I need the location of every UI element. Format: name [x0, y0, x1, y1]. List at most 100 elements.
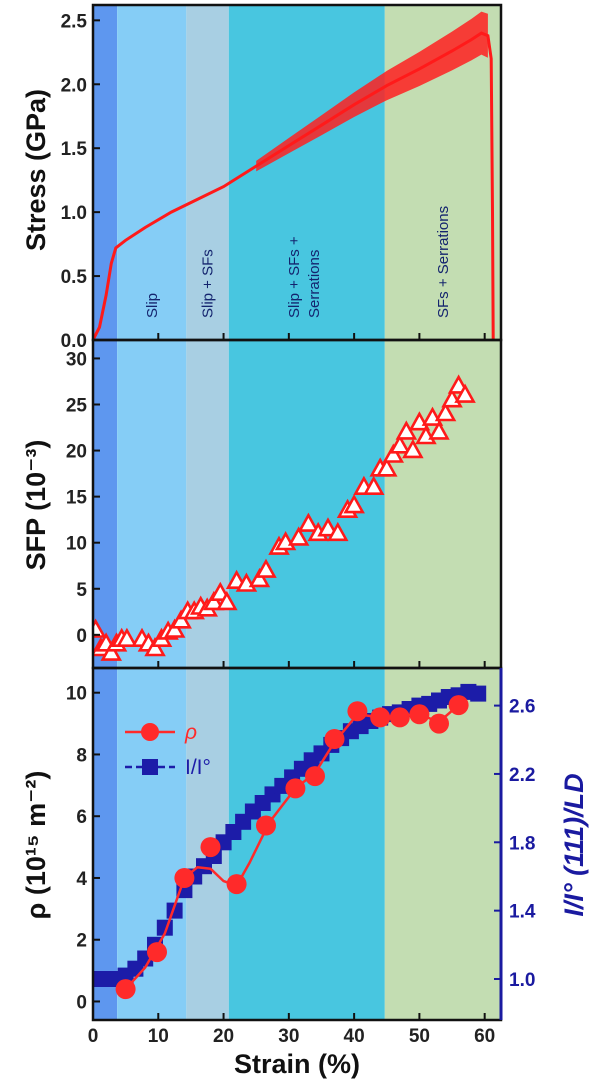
y-tick-label: 30 — [66, 349, 87, 370]
y2-tick-label: 1.0 — [509, 970, 535, 991]
sfp-point — [362, 475, 385, 496]
band-initial-0 — [93, 5, 118, 340]
rho-plot — [93, 683, 487, 1000]
sfp-point — [163, 618, 186, 638]
panel-frames — [91, 3, 503, 1022]
sfp-point — [454, 383, 476, 403]
y-tick-label: 20 — [66, 442, 87, 463]
y-tick-label: 4 — [76, 869, 87, 890]
region-backgrounds: Slip Slip + SFs Slip + SFs + Serrations SFs … — [93, 5, 501, 1020]
rho-point — [200, 837, 221, 858]
sfp-y-axis-label: SFP (10⁻³) — [21, 440, 51, 571]
region-label-2: Slip + SFs + — [286, 236, 303, 318]
sfp-point — [389, 434, 411, 454]
band-region-1-0 — [117, 340, 187, 668]
band-region-1-3 — [384, 340, 501, 668]
sfp-point — [216, 590, 238, 611]
y-tick-label: 10 — [66, 534, 87, 555]
sfp-point — [428, 420, 450, 440]
legend-rho-label: ρ — [184, 721, 197, 744]
x-tick-label: 40 — [344, 1026, 365, 1047]
rho-point — [256, 815, 276, 836]
sfp-plot — [93, 374, 476, 661]
band-initial-1 — [93, 340, 118, 668]
sfp-point — [100, 641, 123, 661]
rho-point — [389, 707, 410, 728]
y-tick-label: 6 — [76, 807, 87, 828]
stress-plot — [93, 11, 495, 340]
band-region-1-2 — [228, 340, 385, 668]
rho-point — [409, 704, 430, 725]
x-tick-label: 50 — [409, 1026, 430, 1047]
sfp-point — [202, 590, 225, 611]
rho-point — [147, 942, 167, 963]
sfp-point — [248, 567, 271, 588]
y2-tick-label: 2.2 — [509, 765, 535, 786]
y-tick-label: 2.0 — [61, 75, 87, 96]
y-tick-label: 0.5 — [61, 267, 88, 288]
intensity-y-axis-label: I/I° (111)/LD — [559, 773, 589, 916]
sfp-point — [93, 618, 107, 638]
x-axis-label: Strain (%) — [234, 1049, 360, 1079]
sfp-point — [343, 494, 365, 514]
x-tick-label: 60 — [474, 1026, 495, 1047]
rho-point — [226, 874, 247, 895]
stress-y-axis-label: Stress (GPa) — [21, 89, 51, 251]
sfp-point — [382, 443, 405, 463]
rho-point — [285, 778, 306, 799]
legend: ρ I/I° — [125, 721, 211, 779]
sfp-point — [170, 609, 192, 629]
y-tick-label: 2.5 — [61, 11, 88, 32]
region-label-0: Slip — [144, 293, 161, 318]
x-tick-label: 0 — [88, 1026, 99, 1047]
sfp-point — [402, 438, 424, 459]
sfp-point — [317, 517, 339, 537]
sfp-point — [116, 627, 138, 648]
y2-tick-label: 2.6 — [509, 697, 535, 718]
band-initial-2 — [93, 668, 118, 1020]
legend-intensity-label: I/I° — [185, 756, 211, 779]
sfp-point — [144, 637, 166, 657]
y-tick-label: 0.0 — [61, 331, 87, 352]
rho-point — [174, 868, 195, 888]
y2-tick-label: 1.8 — [509, 833, 535, 854]
sfp-point — [287, 526, 310, 546]
rho-point — [347, 701, 368, 722]
y-tick-label: 1.0 — [61, 203, 87, 224]
sfp-point — [375, 457, 398, 477]
y-tick-label: 0 — [76, 992, 87, 1013]
x-tick-label: 20 — [213, 1026, 234, 1047]
y-tick-label: 15 — [66, 488, 88, 509]
rho-y-axis-label: ρ (10¹⁵ m⁻²) — [21, 771, 51, 920]
y-tick-label: 10 — [66, 684, 87, 705]
band-region-0-0 — [117, 5, 187, 340]
region-label-1: Slip + SFs — [200, 249, 217, 318]
rho-point — [305, 766, 325, 787]
y-tick-label: 8 — [76, 745, 87, 766]
band-region-0-1 — [186, 5, 229, 340]
y2-tick-label: 1.4 — [509, 902, 536, 923]
rho-point — [324, 729, 345, 749]
y-tick-label: 5 — [76, 580, 87, 601]
rho-point — [429, 713, 449, 734]
band-region-0-2 — [228, 5, 385, 340]
rho-point — [115, 979, 136, 1000]
region-label-2-b: Serrations — [306, 250, 323, 318]
region-label-3: SFs + Serrations — [435, 206, 452, 318]
y-tick-label: 1.5 — [61, 139, 88, 160]
sfp-point — [434, 402, 457, 422]
y-tick-label: 25 — [66, 395, 88, 416]
x-tick-label: 10 — [148, 1026, 169, 1047]
intensity-point — [470, 685, 487, 702]
sfp-point — [395, 420, 418, 440]
legend-rho-marker — [141, 723, 159, 741]
rho-point — [448, 695, 469, 716]
sfp-point — [297, 512, 320, 532]
x-tick-label: 30 — [278, 1026, 299, 1047]
y-tick-label: 0 — [76, 626, 87, 647]
sfp-point — [326, 521, 349, 542]
stress-curve — [93, 31, 495, 340]
y-tick-label: 2 — [76, 931, 87, 952]
legend-intensity-marker — [142, 759, 158, 775]
